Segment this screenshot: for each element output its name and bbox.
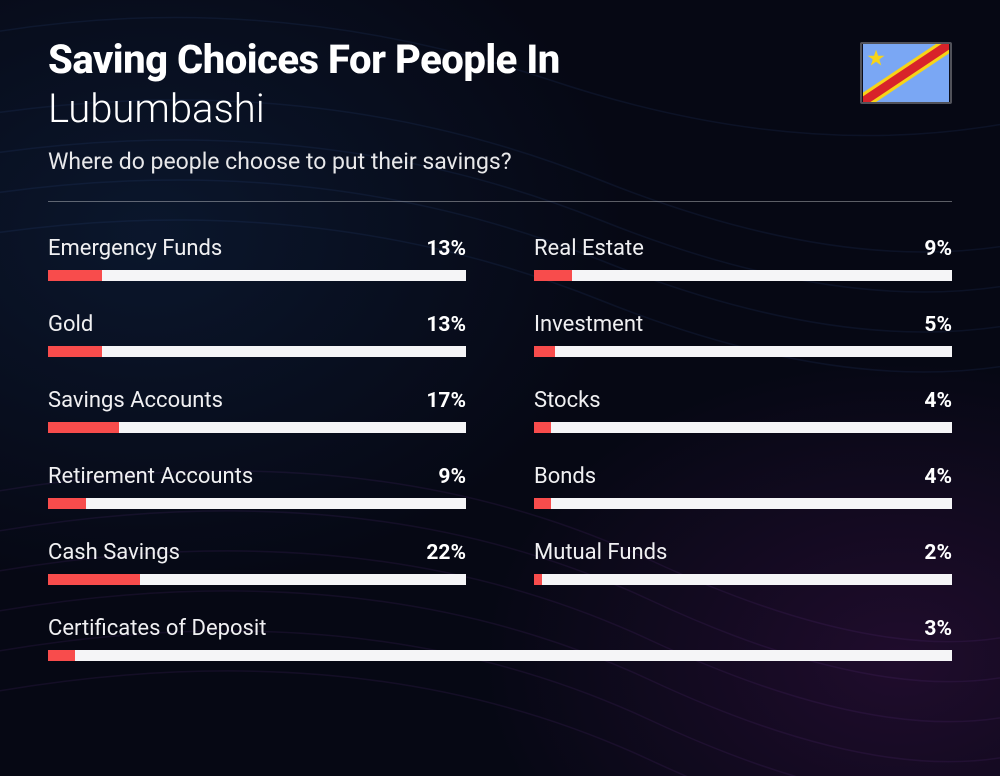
bar-item-label: Gold: [48, 312, 93, 337]
bar-item: Emergency Funds 13%: [48, 236, 466, 281]
subtitle: Where do people choose to put their savi…: [48, 148, 560, 175]
bar-item-label: Mutual Funds: [534, 540, 667, 565]
bar-fill: [48, 574, 140, 585]
bar-item-value: 9%: [438, 465, 466, 489]
bar-item-value: 4%: [924, 389, 952, 413]
bar-item: Bonds 4%: [534, 464, 952, 509]
bar-item: Retirement Accounts 9%: [48, 464, 466, 509]
bar-item-head: Investment 5%: [534, 312, 952, 337]
bar-item-head: Mutual Funds 2%: [534, 540, 952, 565]
bar-track: [48, 346, 466, 357]
bar-item: Real Estate 9%: [534, 236, 952, 281]
bar-item-value: 13%: [426, 237, 466, 261]
bar-fill: [534, 574, 542, 585]
bar-item-head: Retirement Accounts 9%: [48, 464, 466, 489]
bar-track: [48, 422, 466, 433]
bar-item-head: Emergency Funds 13%: [48, 236, 466, 261]
bar-fill: [48, 650, 75, 661]
bar-fill: [48, 498, 86, 509]
header: Saving Choices For People In Lubumbashi …: [48, 38, 952, 175]
bar-item-head: Bonds 4%: [534, 464, 952, 489]
bar-item-head: Savings Accounts 17%: [48, 388, 466, 413]
bar-item-value: 3%: [924, 617, 952, 641]
title-block: Saving Choices For People In Lubumbashi …: [48, 38, 560, 175]
bar-track: [534, 574, 952, 585]
bar-item-head: Gold 13%: [48, 312, 466, 337]
bar-fill: [534, 346, 555, 357]
bar-item-head: Certificates of Deposit 3%: [48, 616, 952, 641]
bar-item-value: 4%: [924, 465, 952, 489]
bar-fill: [48, 346, 102, 357]
bar-track: [534, 270, 952, 281]
bar-item-head: Real Estate 9%: [534, 236, 952, 261]
bar-item-label: Bonds: [534, 464, 596, 489]
bar-item-head: Cash Savings 22%: [48, 540, 466, 565]
bar-item: Certificates of Deposit 3%: [48, 616, 952, 661]
bar-item-value: 13%: [426, 313, 466, 337]
bar-item-label: Savings Accounts: [48, 388, 223, 413]
bar-item-label: Real Estate: [534, 236, 644, 261]
bar-track: [534, 346, 952, 357]
bar-item: Investment 5%: [534, 312, 952, 357]
bar-track: [48, 574, 466, 585]
bar-item-label: Cash Savings: [48, 540, 180, 565]
bar-track: [534, 422, 952, 433]
bar-item: Savings Accounts 17%: [48, 388, 466, 433]
bar-item-value: 17%: [426, 389, 466, 413]
bars-grid: Emergency Funds 13% Real Estate 9% Gold 13% In…: [48, 236, 952, 661]
bar-item: Mutual Funds 2%: [534, 540, 952, 585]
bar-item-head: Stocks 4%: [534, 388, 952, 413]
bar-fill: [48, 270, 102, 281]
flag-icon: [860, 42, 952, 104]
divider: [48, 201, 952, 202]
bar-item: Cash Savings 22%: [48, 540, 466, 585]
bar-item-value: 9%: [924, 237, 952, 261]
bar-fill: [534, 498, 551, 509]
bar-track: [48, 270, 466, 281]
bar-item-label: Retirement Accounts: [48, 464, 253, 489]
title-line2: Lubumbashi: [48, 84, 560, 134]
bar-item-value: 2%: [924, 541, 952, 565]
bar-item-label: Stocks: [534, 388, 601, 413]
bar-item-label: Emergency Funds: [48, 236, 222, 261]
bar-track: [48, 650, 952, 661]
bar-track: [48, 498, 466, 509]
bar-track: [534, 498, 952, 509]
bar-item-label: Investment: [534, 312, 643, 337]
title-line1: Saving Choices For People In: [48, 38, 560, 82]
bar-item-label: Certificates of Deposit: [48, 616, 266, 641]
bar-fill: [48, 422, 119, 433]
bar-item-value: 22%: [426, 541, 466, 565]
bar-item: Stocks 4%: [534, 388, 952, 433]
bar-item: Gold 13%: [48, 312, 466, 357]
bar-fill: [534, 270, 572, 281]
bar-fill: [534, 422, 551, 433]
bar-item-value: 5%: [924, 313, 952, 337]
